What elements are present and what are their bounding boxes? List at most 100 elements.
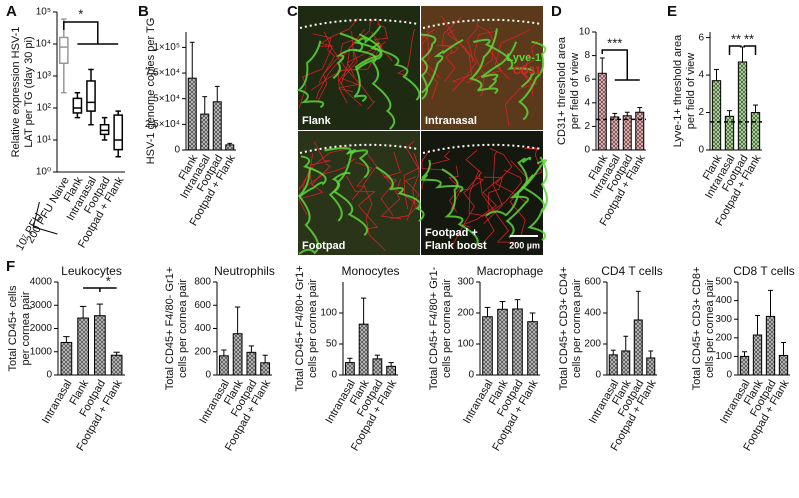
y-axis-label: Total CD45+ CD3+ CD4+ (558, 267, 570, 391)
bar (482, 316, 493, 376)
y-tick-label: 0 (584, 145, 590, 156)
bar (597, 72, 607, 151)
y-tick-label: 4000 (30, 277, 53, 288)
vessel (310, 41, 386, 91)
vessel (338, 31, 363, 107)
chart-title: CD4 T cells (601, 264, 663, 278)
panel-label: E (667, 3, 677, 20)
vessel (494, 29, 530, 80)
y-tick-label: 7.5×10⁴ (145, 68, 180, 79)
bar (60, 341, 73, 376)
vessel (317, 38, 358, 101)
y-axis-label: Total CD45+ CD3+ CD8+ (691, 267, 703, 391)
lymphatic (527, 156, 548, 241)
significance-bracket (728, 45, 742, 55)
y-tick-label: 0 (205, 370, 211, 381)
y-tick-label: 0 (726, 370, 732, 381)
lymphatic (419, 159, 464, 193)
group-bracket (32, 201, 58, 235)
vessel (404, 176, 420, 221)
box (72, 97, 83, 114)
bar (711, 80, 722, 151)
vessel (504, 53, 538, 126)
tile-label: Footpad (302, 240, 345, 252)
y-axis-label: LAT per TG (day 30 pi) (23, 36, 35, 147)
y-axis-label: cells per cornea pair (307, 279, 319, 378)
vessel (451, 177, 485, 248)
vessel (483, 150, 503, 224)
y-tick-label: 0 (595, 370, 601, 381)
bar (622, 115, 632, 151)
y-tick-label: 0 (468, 370, 474, 381)
lymphatic (517, 156, 546, 213)
vessel (461, 178, 500, 228)
lymphatic (420, 33, 437, 100)
y-tick-label: 6 (584, 74, 590, 85)
bar (232, 333, 243, 376)
y-axis-label: per field of view (685, 53, 697, 129)
lymphatic (296, 40, 325, 109)
y-tick-label: 100 (715, 351, 732, 362)
y-tick-label: 400 (715, 295, 732, 306)
legend-label: Lyve-1 (507, 52, 541, 64)
lymphatic (331, 172, 369, 237)
lymphatic (468, 28, 499, 95)
box (86, 80, 96, 112)
bar (372, 358, 383, 376)
y-tick-label: 10⁰ (36, 167, 51, 178)
lymphatic (375, 166, 425, 222)
limbus-line (422, 143, 542, 154)
bar (212, 101, 222, 151)
y-tick-label: 8 (584, 50, 590, 61)
limbus-line (422, 18, 542, 29)
bar (621, 350, 631, 376)
lymphatic (505, 174, 535, 239)
lymphatic (518, 40, 547, 121)
y-tick-label: 300 (457, 277, 474, 288)
y-tick-label: 0 (331, 370, 337, 381)
vessel (524, 147, 543, 180)
y-axis-label: per cornea pair (20, 291, 32, 365)
box (113, 114, 124, 151)
bar (110, 354, 123, 376)
box (99, 123, 110, 136)
panel-label: D (551, 3, 562, 20)
limbus-line (299, 143, 419, 154)
y-axis-label: Total CD45+ F4/80+ Gr1- (428, 266, 440, 390)
y-tick-label: 600 (584, 277, 601, 288)
vessel (466, 22, 478, 62)
y-tick-label: 2 (584, 121, 590, 132)
chart-title: Macrophage (477, 264, 544, 278)
y-tick-label: 0 (46, 370, 52, 381)
bar (765, 315, 776, 376)
y-tick-label: 50 (326, 339, 338, 350)
tile-label: Flank boost (425, 240, 487, 252)
bar (225, 144, 235, 151)
panel-label: F (6, 258, 15, 275)
vessel (338, 50, 360, 104)
y-axis-label: per field of view (569, 53, 581, 129)
y-tick-label: 800 (194, 277, 211, 288)
bar (246, 351, 257, 376)
y-axis-label: cells per cornea pair (441, 279, 453, 378)
vessel (397, 28, 415, 77)
y-tick-label: 5×10⁴ (153, 93, 180, 104)
chart-title: Monocytes (341, 264, 399, 278)
y-tick-label: 10⁴ (36, 39, 51, 50)
y-tick-label: 2.5×10⁴ (145, 119, 180, 130)
vessel (421, 28, 439, 99)
significance-label: ** (744, 31, 754, 46)
bar (608, 354, 618, 376)
vessel (298, 163, 331, 216)
lymphatic (297, 167, 320, 255)
significance-bracket (601, 49, 628, 80)
lymphatic (324, 147, 370, 179)
bar (752, 334, 763, 376)
tile-label: Flank (302, 115, 332, 127)
y-tick-label: 1000 (30, 346, 53, 357)
panel-label: B (138, 3, 149, 20)
vessel (448, 165, 461, 213)
bar (646, 357, 656, 376)
significance-label: *** (607, 35, 622, 50)
vessel (441, 15, 473, 84)
